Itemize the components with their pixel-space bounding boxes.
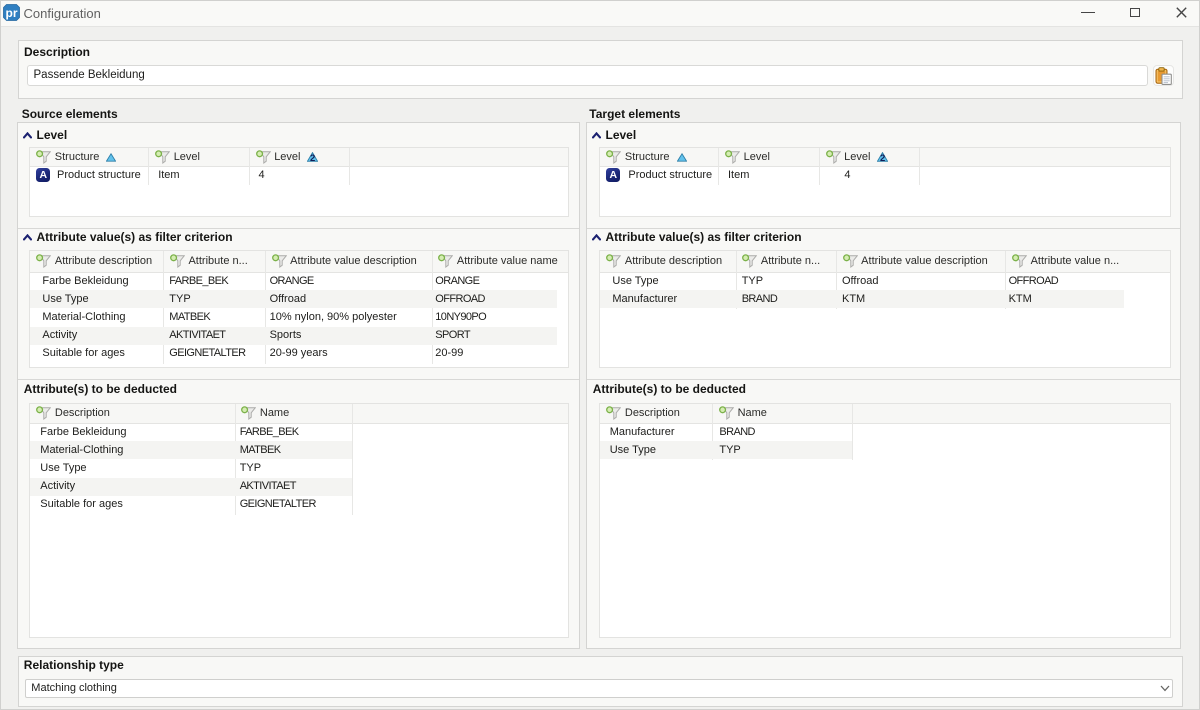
svg-text:pr: pr: [6, 6, 18, 20]
svg-text:2: 2: [310, 153, 315, 162]
svg-text:2: 2: [880, 153, 885, 162]
